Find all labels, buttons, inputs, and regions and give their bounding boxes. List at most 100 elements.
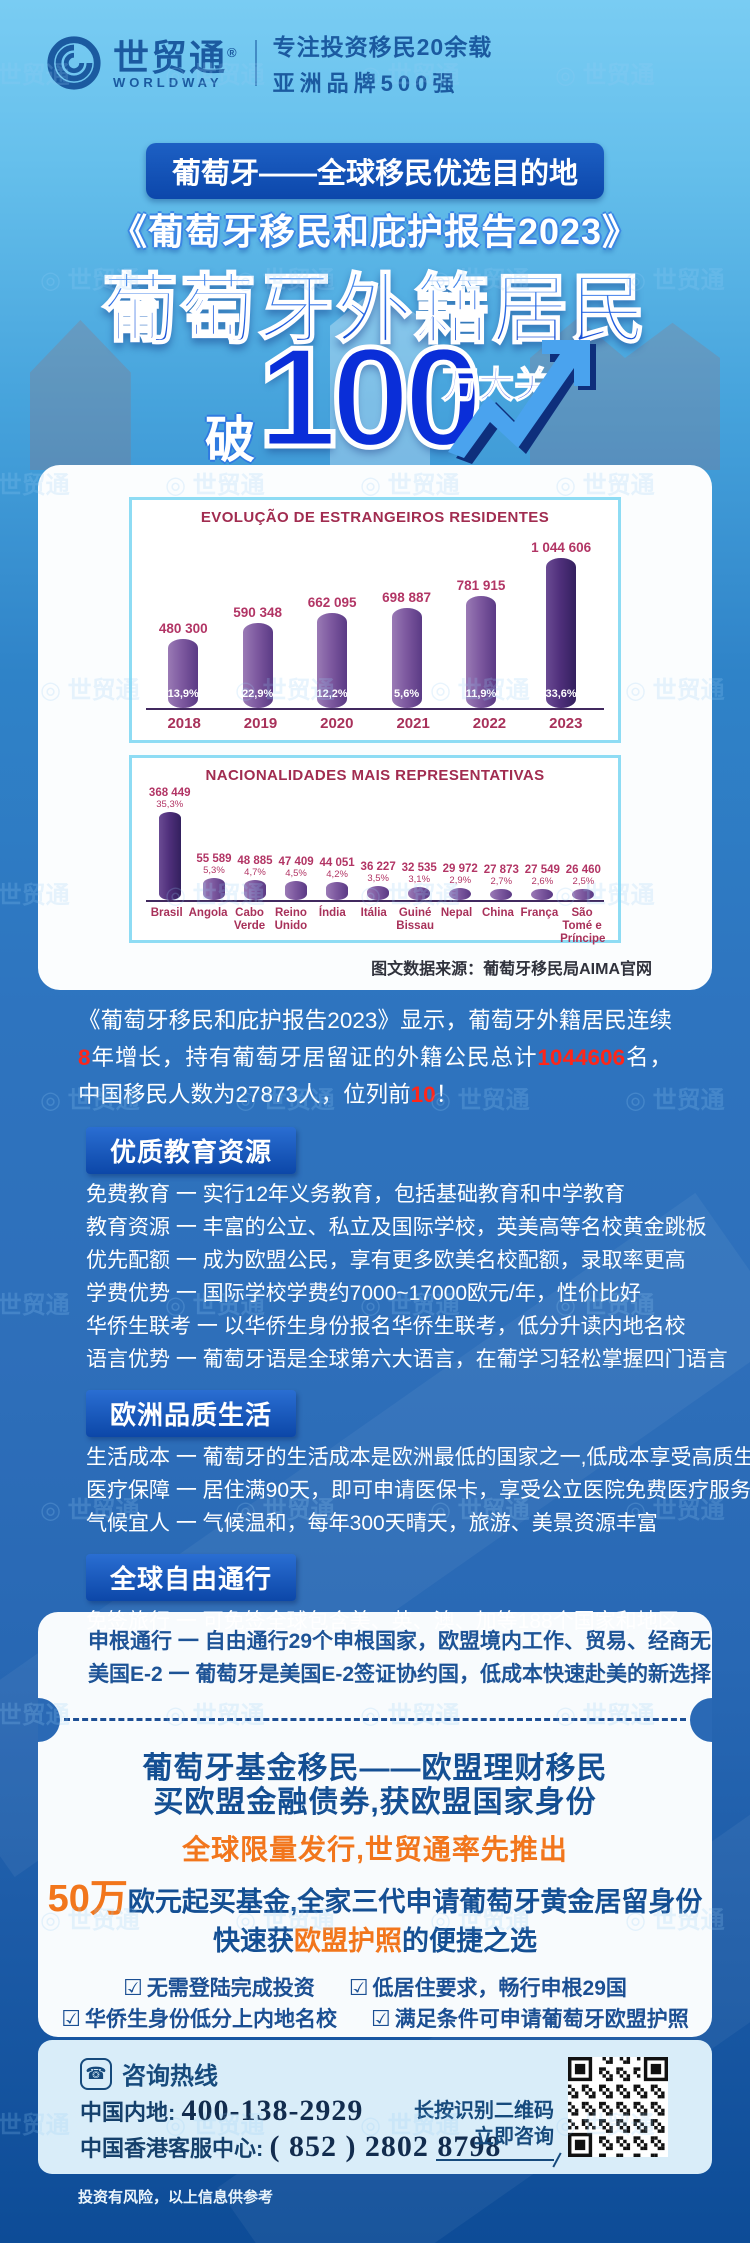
bar-pct-label: 12,2% xyxy=(316,688,348,700)
axis-category-label: China xyxy=(481,907,514,919)
qr-hint: 长按识别二维码 立即咨询 xyxy=(414,2098,554,2161)
promo-highlight: 欧盟护照 xyxy=(294,1926,402,1956)
bar-value-label: 29 972 xyxy=(442,863,478,875)
bar-value-label: 32 535 xyxy=(401,862,437,874)
bar-cylinder xyxy=(449,888,472,900)
ticket-notch-left xyxy=(38,1698,60,1742)
bar-2020: 662 095 12,2% xyxy=(308,595,357,708)
promo-text: 欧元起买基金,全家三代申请葡萄牙黄金居留身份 xyxy=(127,1887,703,1917)
axis-category-label: 2020 xyxy=(320,715,354,732)
axis-category-label: 2023 xyxy=(549,715,583,732)
bar-pct-label: 5,6% xyxy=(394,688,420,700)
axis-category-label: Cabo Verde xyxy=(233,907,266,933)
axis-category-label: Índia xyxy=(318,907,346,919)
bar-cylinder xyxy=(531,889,554,900)
bar-cylinder xyxy=(326,882,349,900)
section-item: 医疗保障 一 居住满90天，即可申请医保卡，享受公立医院免费医疗服务 xyxy=(86,1479,750,1502)
axis-category-label: Guiné Bissau xyxy=(396,907,434,933)
section-item: 语言优势 一 葡萄牙语是全球第六大语言，在葡学习轻松掌握四门语言 xyxy=(86,1348,728,1371)
axis-category-label: Itália xyxy=(360,907,387,919)
bar-value-label: 1 044 606 xyxy=(531,540,592,555)
summary-highlight: 10 xyxy=(410,1082,436,1107)
hero-pill-title: 葡萄牙——全球移民优选目的地 xyxy=(145,143,605,199)
bar-pct-label: 2,5% xyxy=(572,876,595,887)
bar-2019: 590 348 22,9% xyxy=(233,605,282,708)
bar-pct-label: 4,7% xyxy=(244,867,266,878)
bar-value-label: 55 589 xyxy=(196,853,232,865)
bar-value-label: 480 300 xyxy=(158,621,208,636)
bar-2023: 1 044 606 33,6% xyxy=(531,540,591,708)
promo-limited-line: 全球限量发行,世贸通率先推出 xyxy=(182,1834,568,1865)
check-item: ☑ 满足条件可申请葡萄牙欧盟护照 xyxy=(371,2006,689,2031)
bar-value-label: 36 227 xyxy=(360,861,396,873)
checkbox-icon: ☑ xyxy=(348,1975,369,2000)
axis-category-label: França xyxy=(520,907,559,919)
section-header-2: 欧洲品质生活 xyxy=(86,1390,297,1437)
bar-cylinder xyxy=(367,886,390,900)
bar-cylinder: 11,9% xyxy=(466,596,496,708)
bar-Guiné Bissau: 32 535 3,1% xyxy=(402,862,437,900)
bar-Reino Unido: 47 409 4,5% xyxy=(278,856,314,900)
ticket-dashed-divider xyxy=(64,1718,686,1721)
bar-pct-label: 2,7% xyxy=(490,876,513,887)
phone-line-hongkong: 中国香港客服中心: ( 852 ) 2802 8798 xyxy=(80,2130,501,2164)
section-header-3: 全球自由通行 xyxy=(86,1554,297,1601)
check-row: ☑ 华侨生身份低分上内地名校 ☑ 满足条件可申请葡萄牙欧盟护照 xyxy=(38,2004,712,2035)
summary-text: ！ xyxy=(435,1082,459,1107)
section-item: 华侨生联考 一 以华侨生身份报名华侨生联考，低分升读内地名校 xyxy=(86,1315,686,1338)
ticket-top-items: 申根通行 一 自由通行29个申根国家，欧盟境内工作、贸易、经商无障碍 美国E-2 … xyxy=(38,1612,712,1691)
checkbox-icon: ☑ xyxy=(123,1975,143,2000)
chart-evolucao: EVOLUÇÃO DE ESTRANGEIROS RESIDENTES 480 … xyxy=(129,497,621,743)
big-number: 100 xyxy=(256,316,486,480)
section-item: 学费优势 一 国际学校学费约7000~17000欧元/年，性价比好 xyxy=(86,1282,641,1305)
axis-category-label: Angola xyxy=(188,907,228,919)
qr-hint-line2: 立即咨询 xyxy=(474,2126,554,2148)
bar-pct-label: 4,2% xyxy=(326,869,348,880)
qr-hint-underline xyxy=(436,2159,554,2161)
phone-label: 中国香港客服中心: xyxy=(80,2136,264,2161)
bar-cylinder: 22,9% xyxy=(242,623,273,708)
bar-pct-label: 22,9% xyxy=(242,688,274,700)
promo-text: 快速获 xyxy=(213,1926,294,1956)
axis-category-label: 2021 xyxy=(396,715,430,732)
bar-Nepal: 29 972 2,9% xyxy=(443,863,478,900)
bar-value-label: 662 095 xyxy=(307,595,357,610)
chart-nacionalidades: NACIONALIDADES MAIS REPRESENTATIVAS 368 … xyxy=(129,755,621,945)
phone-label: 中国内地: xyxy=(80,2100,176,2125)
bar-pct-label: 11,9% xyxy=(465,688,497,700)
axis-category-label: 2022 xyxy=(472,715,507,732)
bar-cylinder xyxy=(285,881,308,900)
check-item: ☑ 低居住要求，畅行申根29国 xyxy=(348,1975,627,2000)
bar-value-label: 47 409 xyxy=(278,856,314,868)
bar-value-label: 48 885 xyxy=(237,855,273,867)
bar-cylinder: 33,6% xyxy=(546,558,577,708)
fund-promo: 葡萄牙基金移民——欧盟理财移民 买欧盟金融债券,获欧盟国家身份 全球限量发行,世… xyxy=(38,1752,712,2035)
bar-cylinder xyxy=(572,889,595,900)
growth-arrow-icon xyxy=(448,340,596,464)
bar-São Tomé e Príncipe: 26 460 2,5% xyxy=(566,864,601,900)
bar-cylinder: 5,6% xyxy=(391,608,422,708)
chart1-axis: 2018 2019 2020 2021 2022 2023 xyxy=(146,708,604,732)
promo-subtitle: 买欧盟金融债券,获欧盟国家身份 xyxy=(153,1786,597,1819)
bar-cylinder xyxy=(244,880,266,900)
chart2-bars: 368 449 35,3% 55 589 5,3% 48 885 4,7% 47 409 4,… xyxy=(132,784,618,900)
bar-Cabo Verde: 48 885 4,7% xyxy=(237,855,273,900)
bar-2018: 480 300 13,9% xyxy=(159,621,208,708)
check-item: ☑ 华侨生身份低分上内地名校 xyxy=(61,2006,337,2031)
phone-number: 400-138-2929 xyxy=(181,2094,364,2127)
ticket-card: 申根通行 一 自由通行29个申根国家，欧盟境内工作、贸易、经商无障碍 美国E-2 … xyxy=(38,1612,712,2037)
promo-text: 的便捷之选 xyxy=(402,1926,537,1956)
benefit-sections: 优质教育资源 免费教育 一 实行12年义务教育，包括基础教育和中学教育 教育资源 一… xyxy=(78,1113,750,1638)
section-item: 免签旅行 一 可免签全球包含美、英、澳、加等188个国家和地区 xyxy=(86,1610,679,1633)
axis-category-label: 2018 xyxy=(167,715,201,732)
check-list: ☑ 无需登陆完成投资 ☑ 低居住要求，畅行申根29国 ☑ 华侨生身份低分上内地名校 ☑ 满足条… xyxy=(38,1973,712,2035)
brand-name-en: WORLDWAY xyxy=(113,75,223,90)
break-char: 破 xyxy=(205,412,255,468)
brand-name-cn: 世贸通® xyxy=(113,37,239,78)
bar-value-label: 781 915 xyxy=(456,578,506,593)
checkbox-icon: ☑ xyxy=(371,2006,391,2031)
bar-China: 27 873 2,7% xyxy=(484,864,519,900)
tagline-line2: 亚洲品牌500强 xyxy=(272,71,460,96)
bar-value-label: 26 460 xyxy=(565,864,601,876)
